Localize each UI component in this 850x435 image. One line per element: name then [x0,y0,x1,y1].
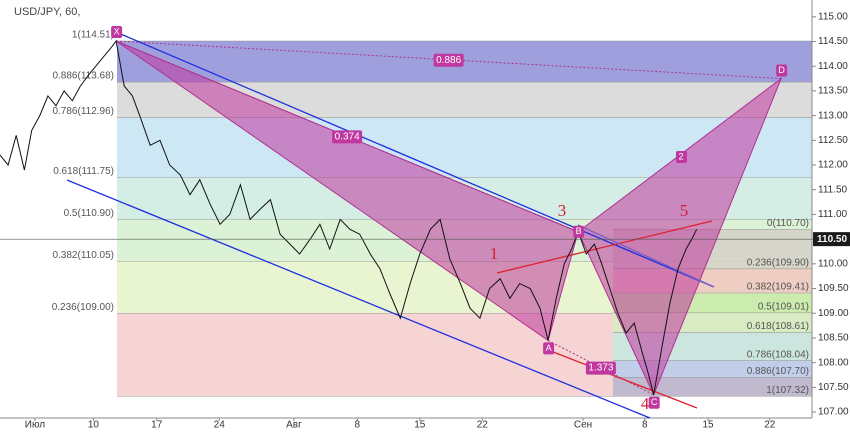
fib-label: 0.5(109.01) [758,301,809,312]
x-tick-label: 24 [214,420,226,430]
wave-label: 2 [678,151,683,161]
point-badge [111,26,123,38]
fib-label: 0.5(110.90) [64,208,114,219]
wave-label: 5 [680,201,689,220]
point-badge [543,342,555,355]
point-label: X [114,26,120,36]
x-tick-label: 10 [88,420,100,430]
fib-label: 0.382(109.41) [747,282,809,293]
point-label: B [576,226,582,236]
trend-line [547,349,698,409]
fib-label: 0.236(109.90) [747,257,809,268]
x-tick-label: Сен [574,420,592,430]
x-tick-label: 8 [354,420,360,430]
fib-label: 0.236(109.00) [52,302,114,313]
fib-label: 0.382(110.05) [52,250,114,261]
y-tick-label: 113.50 [818,86,848,97]
point-label: C [651,397,658,407]
x-tick-label: 17 [151,420,163,430]
y-tick-label: 111.00 [818,209,848,220]
y-tick-label: 108.00 [818,357,849,368]
x-tick-label: 22 [764,420,776,430]
point-badge [648,396,660,409]
trend-line [577,224,715,288]
fib-label: 0.618(108.61) [747,321,809,332]
fib-label: 1(107.32) [766,385,809,396]
fib-label: 0.786(108.04) [747,349,809,360]
fib-label: 0.886(113.68) [52,71,114,82]
wave-label: 1 [490,244,499,263]
point-badge [776,64,788,77]
wave-label: 3 [558,201,567,220]
fib-label: 0.618(111.75) [53,166,114,177]
point-badge [573,225,585,238]
symbol-title: USD/JPY, 60, [14,6,80,18]
fib-label: 0.886(107.70) [747,366,809,377]
y-tick-label: 112.00 [818,160,848,171]
wave-label: 4 [641,394,650,413]
ratio-label: 1.373 [588,363,613,374]
y-tick-label: 115.00 [818,11,848,22]
y-tick-label: 112.50 [818,135,848,146]
ratio-badge [433,53,464,67]
y-tick-label: 110.00 [818,258,848,269]
y-tick-label: 113.00 [818,110,848,121]
fib-label: 0.786(112.96) [52,106,114,117]
x-tick-label: 22 [477,420,489,430]
fib-band [613,377,812,397]
point-label: A [546,343,552,353]
price-line [0,39,698,395]
ratio-badge [585,361,616,375]
y-tick-label: 108.50 [818,333,849,344]
last-price-label: 110.50 [817,234,847,245]
ratio-label: 0.886 [436,55,461,66]
fib-label: 0(110.70) [767,218,809,229]
ratio-label: 0.374 [335,132,360,143]
y-tick-label: 109.50 [818,283,849,294]
y-tick-label: 109.00 [818,308,849,319]
ratio-badge [332,130,363,144]
y-tick-label: 111.50 [818,184,848,195]
y-tick-label: 114.50 [818,36,848,47]
last-price-box [813,232,850,247]
fib-label: 1(114.51) [72,30,114,41]
point-label: D [778,65,785,75]
trend-line [496,220,713,274]
x-tick-label: 15 [703,420,715,430]
x-tick-label: 8 [642,420,648,430]
y-tick-label: 107.50 [818,382,849,393]
y-tick-label: 107.00 [818,407,849,418]
x-tick-label: Июл [25,420,45,430]
y-tick-label: 114.00 [818,61,848,72]
wave-badge [676,151,687,163]
trend-line [66,179,651,419]
x-tick-label: Авг [286,420,302,430]
x-tick-label: 15 [414,420,426,430]
